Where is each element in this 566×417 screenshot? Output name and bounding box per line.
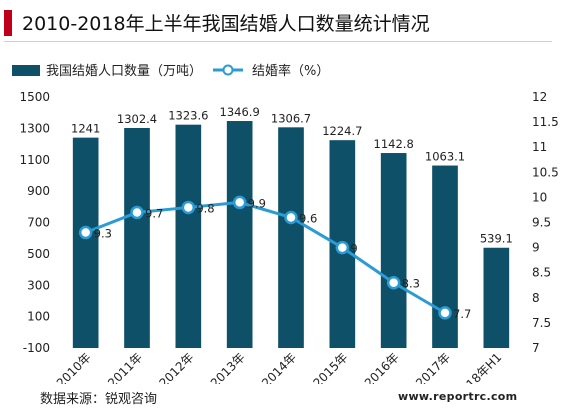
line-marker — [78, 225, 93, 240]
line-value-label: 9.6 — [299, 211, 317, 225]
y-left-tick-label: 900 — [27, 184, 50, 198]
right-axis: 7 7.5 8 8.5 9 9.5 10 10.5 11 11.5 12 — [532, 90, 559, 355]
y-left-tick-label: -100 — [23, 341, 50, 355]
legend-swatch-bar — [12, 65, 40, 76]
data-source-note: 数据来源：锐观咨询 — [40, 392, 158, 407]
x-tick-label: 2015年 — [310, 350, 350, 384]
legend-swatch-marker — [222, 64, 234, 76]
bar-value-label: 1241 — [71, 122, 100, 136]
y-left-tick-label: 1300 — [19, 121, 50, 135]
x-tick-label: 2011年 — [105, 350, 145, 384]
y-left-tick-label: 1500 — [19, 90, 50, 104]
line-marker — [438, 306, 452, 320]
rate-line — [85, 200, 446, 315]
bar — [483, 247, 510, 348]
x-tick-label: 2016年 — [362, 350, 402, 384]
y-right-tick-label: 7.5 — [532, 316, 551, 330]
chart-title: 2010-2018年上半年我国结婚人口数量统计情况 — [22, 13, 430, 35]
bar-value-label: 1323.6 — [168, 109, 208, 123]
x-axis: 2010年 2011年 2012年 2013年 2014年 2015年 2016年 2017年… — [54, 350, 505, 384]
line-value-label: 8.3 — [402, 277, 420, 291]
y-left-tick-label: 500 — [27, 247, 50, 261]
y-right-tick-label: 11 — [532, 140, 547, 154]
line-value-label: 9.8 — [196, 201, 214, 215]
x-tick-label: 2013年 — [208, 350, 248, 384]
chart-plot: 我国结婚人口数量（万吨） 结婚率（%） -100 100 300 500 700 900 11… — [12, 63, 559, 384]
x-tick-label: 2017年 — [413, 350, 453, 384]
line-marker — [335, 240, 350, 255]
y-left-tick-label: 300 — [27, 278, 50, 292]
bar — [380, 153, 407, 348]
line-marker — [181, 200, 196, 215]
line-value-label: 9 — [350, 242, 357, 256]
y-left-tick-label: 700 — [27, 216, 50, 230]
bar-value-label: 1306.7 — [271, 111, 311, 125]
line-marker — [232, 195, 247, 210]
y-right-tick-label: 8.5 — [532, 266, 551, 280]
legend: 我国结婚人口数量（万吨） 结婚率（%） — [12, 63, 329, 79]
line-value-label: 7.7 — [453, 307, 471, 321]
line-marker — [130, 205, 144, 220]
title-bar: 2010-2018年上半年我国结婚人口数量统计情况 — [0, 0, 566, 44]
bar — [175, 124, 202, 348]
x-tick-label: 2012年 — [156, 350, 196, 384]
y-right-tick-label: 10 — [532, 190, 547, 204]
y-right-tick-label: 8 — [532, 291, 540, 305]
line-value-label: 9.3 — [94, 227, 112, 241]
bar — [226, 121, 253, 348]
bar-value-label: 1302.4 — [117, 112, 157, 126]
y-left-tick-label: 1100 — [19, 153, 50, 167]
bar-value-label: 1224.7 — [322, 124, 362, 138]
y-left-tick-label: 100 — [27, 310, 50, 324]
line-value-label: 9.9 — [248, 196, 266, 210]
bar-value-label: 1063.1 — [425, 150, 465, 164]
line-series: 9.3 9.7 9.8 9.9 9.6 9 8.3 7.7 — [78, 195, 471, 321]
legend-label-bar: 我国结婚人口数量（万吨） — [46, 64, 202, 79]
y-right-tick-label: 11.5 — [532, 115, 559, 129]
bar — [124, 127, 150, 348]
y-right-tick-label: 7 — [532, 341, 540, 355]
website-watermark: www.reportrc.com — [398, 390, 518, 403]
bar — [278, 127, 304, 348]
line-marker — [386, 275, 401, 290]
y-right-tick-label: 10.5 — [532, 165, 559, 179]
title-accent-bar — [4, 10, 12, 36]
bar-value-label: 539.1 — [480, 232, 513, 246]
bar-value-label: 1346.9 — [220, 105, 260, 119]
left-axis: -100 100 300 500 700 900 1100 1300 1500 — [19, 90, 50, 355]
y-right-tick-label: 9.5 — [532, 216, 551, 230]
line-value-label: 9.7 — [145, 206, 163, 220]
x-tick-label: 2018年H1 — [453, 350, 505, 384]
line-marker — [284, 210, 298, 225]
bar-series: 1241 1302.4 1323.6 1346.9 1306.7 1224.7 1142.8… — [71, 105, 513, 348]
x-tick-label: 2014年 — [259, 350, 299, 384]
bar — [72, 137, 99, 348]
bar-value-label: 1142.8 — [374, 137, 414, 151]
legend-label-line: 结婚率（%） — [252, 63, 329, 79]
y-right-tick-label: 12 — [532, 90, 547, 104]
x-tick-label: 2010年 — [54, 350, 94, 384]
y-right-tick-label: 9 — [532, 241, 540, 255]
title-divider — [4, 41, 552, 42]
